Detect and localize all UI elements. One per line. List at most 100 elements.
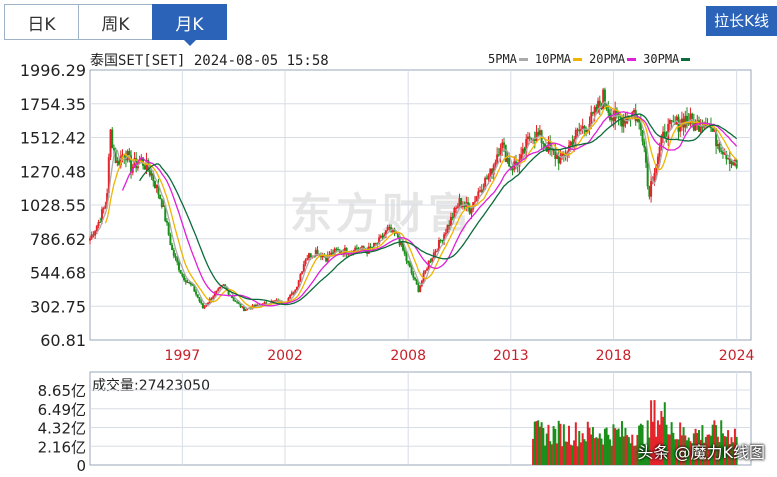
legend-ma20: 20PMA	[589, 52, 637, 66]
candle-body	[386, 227, 389, 231]
candle-body	[728, 158, 731, 164]
volume-bar	[646, 420, 649, 465]
candle-body	[514, 161, 517, 164]
candle-body	[533, 138, 536, 141]
candle-body	[475, 196, 478, 202]
period-tabs: 日K 周K 月K	[4, 4, 227, 46]
candle-body	[658, 146, 661, 157]
volume-bar	[545, 433, 548, 465]
candle-body	[236, 301, 239, 303]
candle-body	[614, 109, 617, 122]
volume-bar	[538, 426, 541, 465]
volume-bar	[600, 438, 603, 465]
candle-body	[494, 162, 497, 165]
candle-body	[150, 173, 153, 176]
volume-bar	[634, 445, 637, 465]
candle-body	[379, 235, 382, 238]
candle-body	[396, 232, 399, 238]
y-tick-label: 1270.48	[20, 162, 86, 181]
candle-body	[542, 142, 545, 144]
candle-body	[586, 129, 589, 133]
volume-bar	[619, 436, 622, 465]
stretch-kline-button[interactable]: 拉长K线	[706, 6, 777, 36]
candle-body	[326, 254, 329, 262]
volume-bar	[713, 420, 716, 465]
volume-bar	[533, 421, 536, 465]
candle-body	[619, 116, 622, 118]
volume-bar	[629, 443, 632, 465]
candle-body	[272, 300, 275, 302]
volume-bar	[692, 433, 695, 465]
candle-body	[453, 208, 456, 219]
volume-bar	[689, 441, 692, 465]
candle-body	[443, 234, 446, 242]
candle-body	[307, 253, 310, 259]
volume-bar	[632, 445, 635, 465]
volume-bar	[650, 400, 653, 465]
candle-body	[333, 248, 336, 255]
volume-bar	[636, 434, 639, 465]
volume-bar	[674, 439, 677, 465]
volume-tick-label: 4.32亿	[38, 420, 86, 438]
volume-bar	[670, 422, 673, 465]
candle-body	[581, 126, 584, 130]
volume-bar	[638, 425, 641, 465]
y-tick-label: 60.81	[40, 331, 86, 350]
candle-body	[179, 269, 182, 274]
tab-weekly[interactable]: 周K	[78, 4, 153, 40]
candle-body	[391, 228, 394, 232]
candle-body	[643, 141, 646, 148]
volume-bar	[680, 435, 683, 465]
volume-bar	[573, 440, 576, 465]
candle-body	[648, 186, 651, 197]
volume-bar	[622, 436, 625, 465]
volume-bar	[557, 420, 560, 465]
volume-bar	[733, 428, 736, 465]
candle-body	[371, 247, 374, 249]
volume-bar	[701, 425, 704, 465]
candle-body	[287, 298, 290, 303]
volume-bar	[677, 439, 680, 465]
candle-body	[400, 242, 403, 246]
candle-body	[241, 306, 244, 308]
candle-body	[157, 184, 160, 195]
candle-body	[116, 160, 119, 164]
candle-body	[538, 130, 541, 136]
candle-body	[602, 89, 605, 110]
candle-body	[152, 173, 155, 182]
volume-bar	[667, 434, 670, 465]
volume-bar	[617, 428, 620, 465]
candle-body	[467, 202, 470, 208]
candle-body	[429, 260, 432, 262]
tab-monthly[interactable]: 月K	[152, 4, 227, 46]
credit-watermark: 头条 @魔力K线图	[637, 443, 765, 462]
legend-ma30-swatch	[681, 57, 691, 61]
candle-body	[331, 252, 334, 255]
candle-body	[441, 240, 444, 242]
candle-body	[576, 129, 579, 131]
volume-bar	[684, 435, 687, 465]
candle-body	[670, 120, 673, 122]
candle-body	[94, 231, 97, 236]
candle-body	[405, 254, 408, 261]
candle-body	[160, 199, 163, 207]
candle-body	[583, 126, 586, 129]
candle-body	[369, 246, 372, 248]
y-tick-label: 1754.35	[20, 95, 86, 114]
volume-bar	[715, 425, 718, 465]
candle-body	[639, 122, 642, 131]
candle-body	[210, 298, 213, 300]
candle-body	[89, 238, 91, 241]
candle-body	[588, 123, 591, 130]
candle-body	[699, 126, 702, 132]
candle-body	[725, 153, 728, 160]
legend-ma20-swatch	[627, 57, 637, 61]
candle-body	[721, 151, 724, 155]
candle-body	[191, 284, 194, 286]
candle-body	[355, 247, 358, 249]
volume-tick-label: 8.65亿	[38, 382, 86, 400]
candle-body	[205, 304, 208, 307]
volume-bar	[651, 421, 654, 465]
volume-tick-label: 0	[76, 457, 86, 475]
tab-daily[interactable]: 日K	[4, 4, 79, 40]
